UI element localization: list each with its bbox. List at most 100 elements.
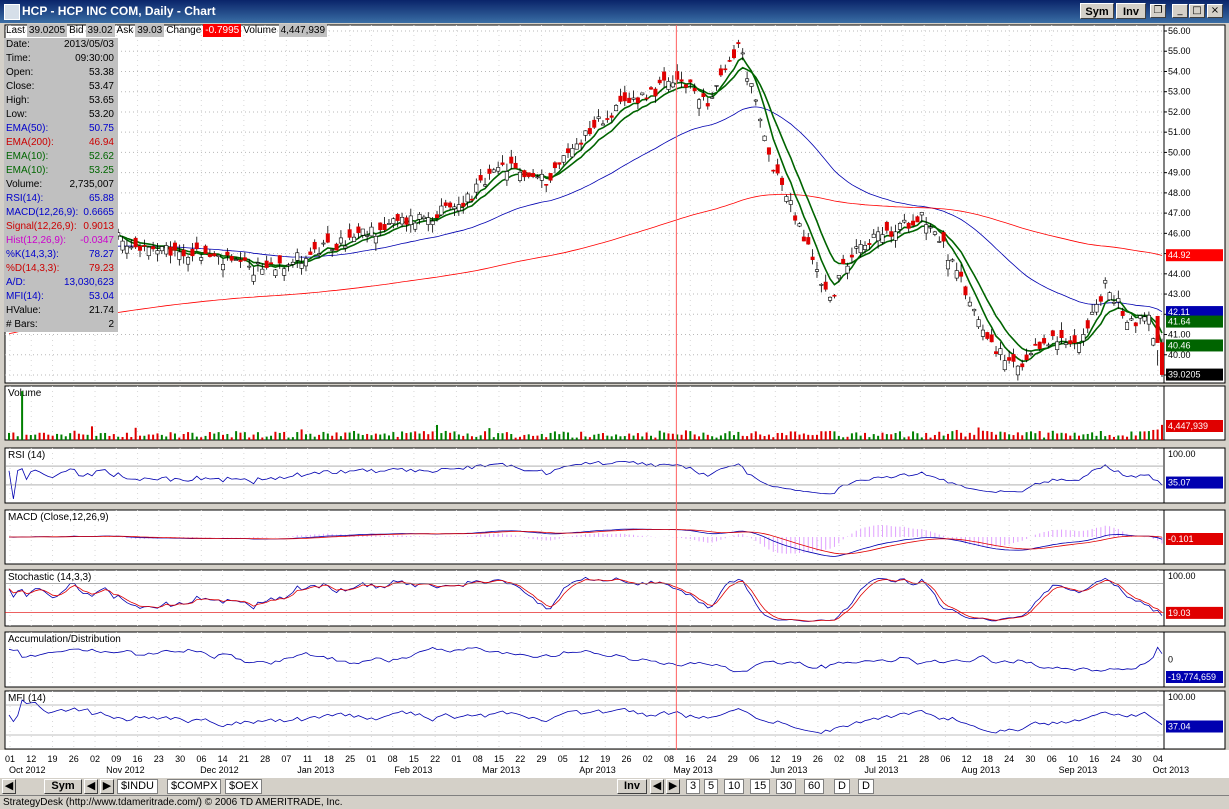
candle-body — [378, 222, 383, 231]
data-window-label: RSI(14): — [6, 193, 44, 204]
close-icon[interactable]: × — [1207, 4, 1223, 18]
volume-bar — [575, 437, 578, 440]
time-axis-day-label: 01 — [5, 754, 15, 764]
tab-scroll-left-icon[interactable]: ◀ — [2, 779, 16, 794]
volume-bar — [326, 433, 329, 440]
tab-symbol-oex[interactable]: $OEX — [225, 779, 263, 794]
candle-body — [941, 232, 946, 242]
volume-bar — [270, 435, 273, 440]
volume-bar — [684, 430, 687, 440]
volume-bar — [763, 435, 766, 440]
maximize-icon[interactable]: □ — [1189, 4, 1205, 18]
candle-body — [509, 156, 514, 164]
price-gridlines — [5, 30, 1167, 376]
data-window-row: Close: 53.47 — [4, 80, 118, 94]
tab-interval-30[interactable]: 30 — [776, 779, 797, 794]
volume-bar — [711, 436, 714, 440]
volume-bar — [25, 434, 28, 440]
time-axis-day-label: 07 — [281, 754, 291, 764]
tab-interval-10[interactable]: 10 — [724, 779, 745, 794]
sym-button[interactable]: Sym — [1080, 3, 1114, 19]
volume-bar — [868, 437, 871, 440]
ema10-slow-line — [8, 66, 1163, 352]
chart-canvas[interactable]: 39.0040.0041.0042.0043.0044.0045.0046.00… — [0, 23, 1229, 777]
volume-bar — [178, 437, 181, 440]
symbol-prev-icon[interactable]: ◀ — [84, 779, 98, 794]
volume-bar — [60, 434, 63, 440]
volume-bar — [951, 431, 954, 440]
volume-bar — [291, 437, 294, 440]
volume-bar — [990, 431, 993, 440]
indicator-value-label: 4,447,939 — [1168, 421, 1208, 431]
inv-button[interactable]: Inv — [1116, 3, 1146, 19]
candle-body — [937, 241, 942, 243]
tab-interval-60[interactable]: 60 — [804, 779, 825, 794]
restore-window-icon[interactable]: ❐ — [1150, 4, 1166, 18]
data-window-value: 2013/05/03 — [63, 39, 114, 50]
candle-body — [819, 284, 824, 286]
volume-bar — [1012, 435, 1015, 440]
candle-body — [474, 183, 479, 193]
time-axis-day-label: 16 — [1089, 754, 1099, 764]
tab-symbol-indu[interactable]: $INDU — [117, 779, 159, 794]
volume-bar — [842, 437, 845, 440]
tab-interval-daily[interactable]: D — [834, 779, 850, 794]
data-window-value: 53.65 — [88, 95, 114, 106]
volume-bar — [977, 427, 980, 440]
candle-body — [579, 142, 584, 145]
interval-inv-button[interactable]: Inv — [617, 779, 647, 794]
time-axis-day-label: 01 — [366, 754, 376, 764]
volume-bar — [698, 436, 701, 440]
candle-body — [264, 260, 269, 268]
interval-prev-icon[interactable]: ◀ — [650, 779, 664, 794]
tab-interval-daily-alt[interactable]: D — [858, 779, 874, 794]
data-window-row: %K(14,3,3): 78.27 — [4, 248, 118, 262]
candle-body — [932, 231, 937, 235]
candle-body — [683, 84, 688, 88]
data-window-label: EMA(10): — [6, 165, 49, 176]
interval-next-icon[interactable]: ▶ — [666, 779, 680, 794]
candle-body — [924, 224, 929, 234]
volume-bar — [925, 432, 928, 440]
candle-body — [618, 95, 623, 102]
overlay-value-label: 40.46 — [1168, 340, 1191, 350]
bottom-toolbar: ◀ Sym ◀ ▶ $INDU $COMPX $OEX Inv ◀ ▶ 3 5 … — [0, 777, 1229, 795]
candle-body — [129, 246, 134, 249]
tab-interval-15[interactable]: 15 — [750, 779, 771, 794]
data-window: Date: 2013/05/03 Time: 09:30:00 Open: 53.38 Cl… — [4, 38, 118, 332]
data-window-value: 46.94 — [88, 137, 114, 148]
symbol-list-button[interactable]: Sym — [44, 779, 82, 794]
candle-body — [1033, 343, 1038, 346]
volume-bar — [1029, 431, 1032, 440]
tab-interval-3[interactable]: 3 — [686, 779, 701, 794]
volume-bar — [274, 431, 277, 440]
candle-body — [517, 171, 522, 181]
candle-body — [692, 87, 697, 92]
symbol-next-icon[interactable]: ▶ — [100, 779, 114, 794]
time-axis-day-label: 30 — [1132, 754, 1142, 764]
time-axis-month-label: Dec 2012 — [200, 765, 239, 775]
volume-bar — [549, 432, 552, 440]
time-axis-day-label: 16 — [133, 754, 143, 764]
volume-bar — [213, 433, 216, 440]
volume-bar — [16, 436, 19, 440]
candle-body — [635, 97, 640, 104]
volume-bar — [73, 430, 76, 440]
candle-body — [884, 221, 889, 231]
tab-interval-5[interactable]: 5 — [704, 779, 719, 794]
candle-body — [1098, 296, 1103, 302]
candle-body — [207, 253, 212, 257]
tab-symbol-compx[interactable]: $COMPX — [167, 779, 222, 794]
volume-bar — [903, 437, 906, 440]
price-axis-tick-label: 41.00 — [1168, 330, 1191, 340]
volume-bar — [440, 433, 443, 440]
candle-body — [172, 242, 177, 251]
candle-body — [897, 223, 902, 230]
pane-title: Stochastic (14,3,3) — [8, 572, 91, 583]
candle-body — [784, 196, 789, 202]
candle-body — [391, 218, 396, 225]
candle-body — [587, 128, 592, 135]
volume-bar — [776, 433, 779, 440]
minimize-icon[interactable]: _ — [1172, 4, 1188, 18]
candle-body — [190, 248, 195, 257]
